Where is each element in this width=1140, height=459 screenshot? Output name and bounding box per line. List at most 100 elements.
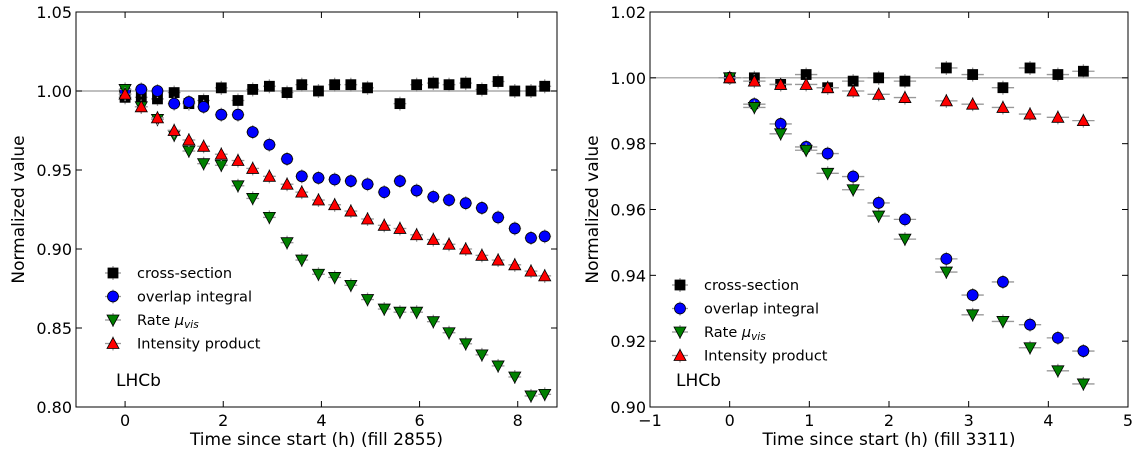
data-point bbox=[360, 294, 375, 307]
lhcb-label: LHCb bbox=[676, 371, 721, 391]
data-point bbox=[344, 279, 358, 293]
data-point bbox=[214, 147, 228, 160]
legend-label: cross-section bbox=[704, 278, 799, 294]
data-point bbox=[295, 254, 309, 267]
data-point bbox=[538, 269, 552, 282]
data-point bbox=[168, 87, 180, 98]
data-point bbox=[1076, 113, 1091, 127]
data-point bbox=[940, 62, 952, 74]
data-point bbox=[747, 102, 762, 115]
data-point bbox=[997, 82, 1009, 94]
data-point bbox=[246, 126, 259, 138]
data-point bbox=[1051, 365, 1065, 378]
data-point bbox=[940, 252, 953, 265]
data-point bbox=[311, 193, 326, 206]
data-point bbox=[898, 90, 912, 103]
legend-label: Rate μvis bbox=[704, 325, 766, 343]
data-point bbox=[167, 123, 181, 136]
data-point bbox=[524, 390, 538, 403]
data-point bbox=[262, 169, 277, 182]
data-point bbox=[295, 185, 309, 198]
data-point bbox=[966, 289, 979, 301]
data-point bbox=[197, 100, 210, 113]
data-point bbox=[820, 167, 835, 181]
data-point bbox=[1023, 342, 1037, 355]
data-point bbox=[525, 232, 537, 244]
data-point bbox=[215, 82, 227, 94]
legend-label: Intensity product bbox=[704, 349, 828, 365]
data-point bbox=[344, 204, 358, 217]
data-point bbox=[296, 79, 308, 91]
legend-marker-triangle-up bbox=[673, 348, 687, 361]
y-tick-label: 0.98 bbox=[610, 135, 646, 154]
y-axis-label: Normalized value bbox=[9, 135, 29, 283]
y-tick-label: 0.94 bbox=[610, 266, 646, 285]
data-point bbox=[821, 147, 834, 160]
data-point bbox=[295, 170, 308, 183]
y-tick-label: 0.95 bbox=[36, 161, 72, 180]
data-point bbox=[196, 139, 211, 152]
data-point bbox=[538, 230, 551, 243]
data-point bbox=[280, 237, 294, 250]
data-point bbox=[377, 218, 391, 231]
data-point bbox=[426, 232, 440, 245]
data-point bbox=[409, 306, 424, 320]
data-point bbox=[427, 77, 439, 89]
data-point bbox=[1077, 65, 1089, 77]
data-point bbox=[345, 79, 357, 91]
data-point bbox=[231, 153, 245, 166]
data-point bbox=[996, 100, 1010, 113]
data-point bbox=[871, 210, 886, 223]
legend-marker-triangle-down bbox=[106, 314, 120, 327]
series-cross-section bbox=[118, 74, 552, 111]
y-tick-label: 0.85 bbox=[36, 319, 72, 338]
x-tick-label: 2 bbox=[218, 411, 228, 430]
data-point bbox=[509, 85, 521, 97]
data-point bbox=[491, 360, 505, 373]
data-point bbox=[1051, 110, 1065, 123]
data-point bbox=[491, 253, 505, 266]
data-point bbox=[410, 184, 423, 197]
data-point bbox=[899, 213, 911, 226]
data-point bbox=[459, 197, 472, 210]
x-tick-label: 4 bbox=[316, 411, 326, 430]
data-point bbox=[361, 178, 374, 191]
y-tick-label: 0.90 bbox=[610, 398, 646, 417]
data-point bbox=[344, 175, 357, 187]
legend-marker-square bbox=[107, 267, 119, 279]
data-point bbox=[799, 77, 813, 90]
data-point bbox=[442, 327, 456, 340]
legend-marker-triangle-down bbox=[673, 326, 687, 339]
y-tick-label: 0.96 bbox=[610, 201, 646, 220]
x-tick-label: 3 bbox=[964, 411, 974, 430]
series-intensity-product bbox=[118, 87, 552, 283]
data-point bbox=[871, 87, 886, 100]
data-point bbox=[508, 257, 522, 271]
data-point bbox=[997, 276, 1009, 288]
legend-marker-square bbox=[674, 279, 686, 291]
legend-label: overlap integral bbox=[137, 290, 252, 306]
x-tick-label: 0 bbox=[120, 411, 130, 430]
data-point bbox=[846, 184, 860, 197]
y-tick-label: 1.00 bbox=[36, 82, 72, 101]
data-point bbox=[1077, 345, 1090, 357]
data-point bbox=[426, 316, 440, 329]
x-tick-label: 8 bbox=[513, 411, 523, 430]
data-point bbox=[232, 95, 244, 106]
legend-marker-triangle-up bbox=[106, 336, 120, 349]
data-point bbox=[1051, 331, 1064, 344]
data-point bbox=[427, 190, 440, 203]
data-point bbox=[475, 248, 489, 261]
data-point bbox=[196, 158, 211, 171]
data-point bbox=[362, 82, 373, 94]
data-point bbox=[1024, 62, 1036, 74]
x-tick-label: −1 bbox=[638, 411, 662, 430]
data-point bbox=[182, 96, 195, 108]
data-point bbox=[118, 87, 132, 100]
data-point bbox=[394, 98, 406, 110]
data-point bbox=[460, 77, 472, 89]
data-point bbox=[409, 227, 424, 241]
data-point bbox=[377, 303, 391, 316]
data-point bbox=[311, 268, 326, 282]
data-point bbox=[246, 161, 260, 174]
